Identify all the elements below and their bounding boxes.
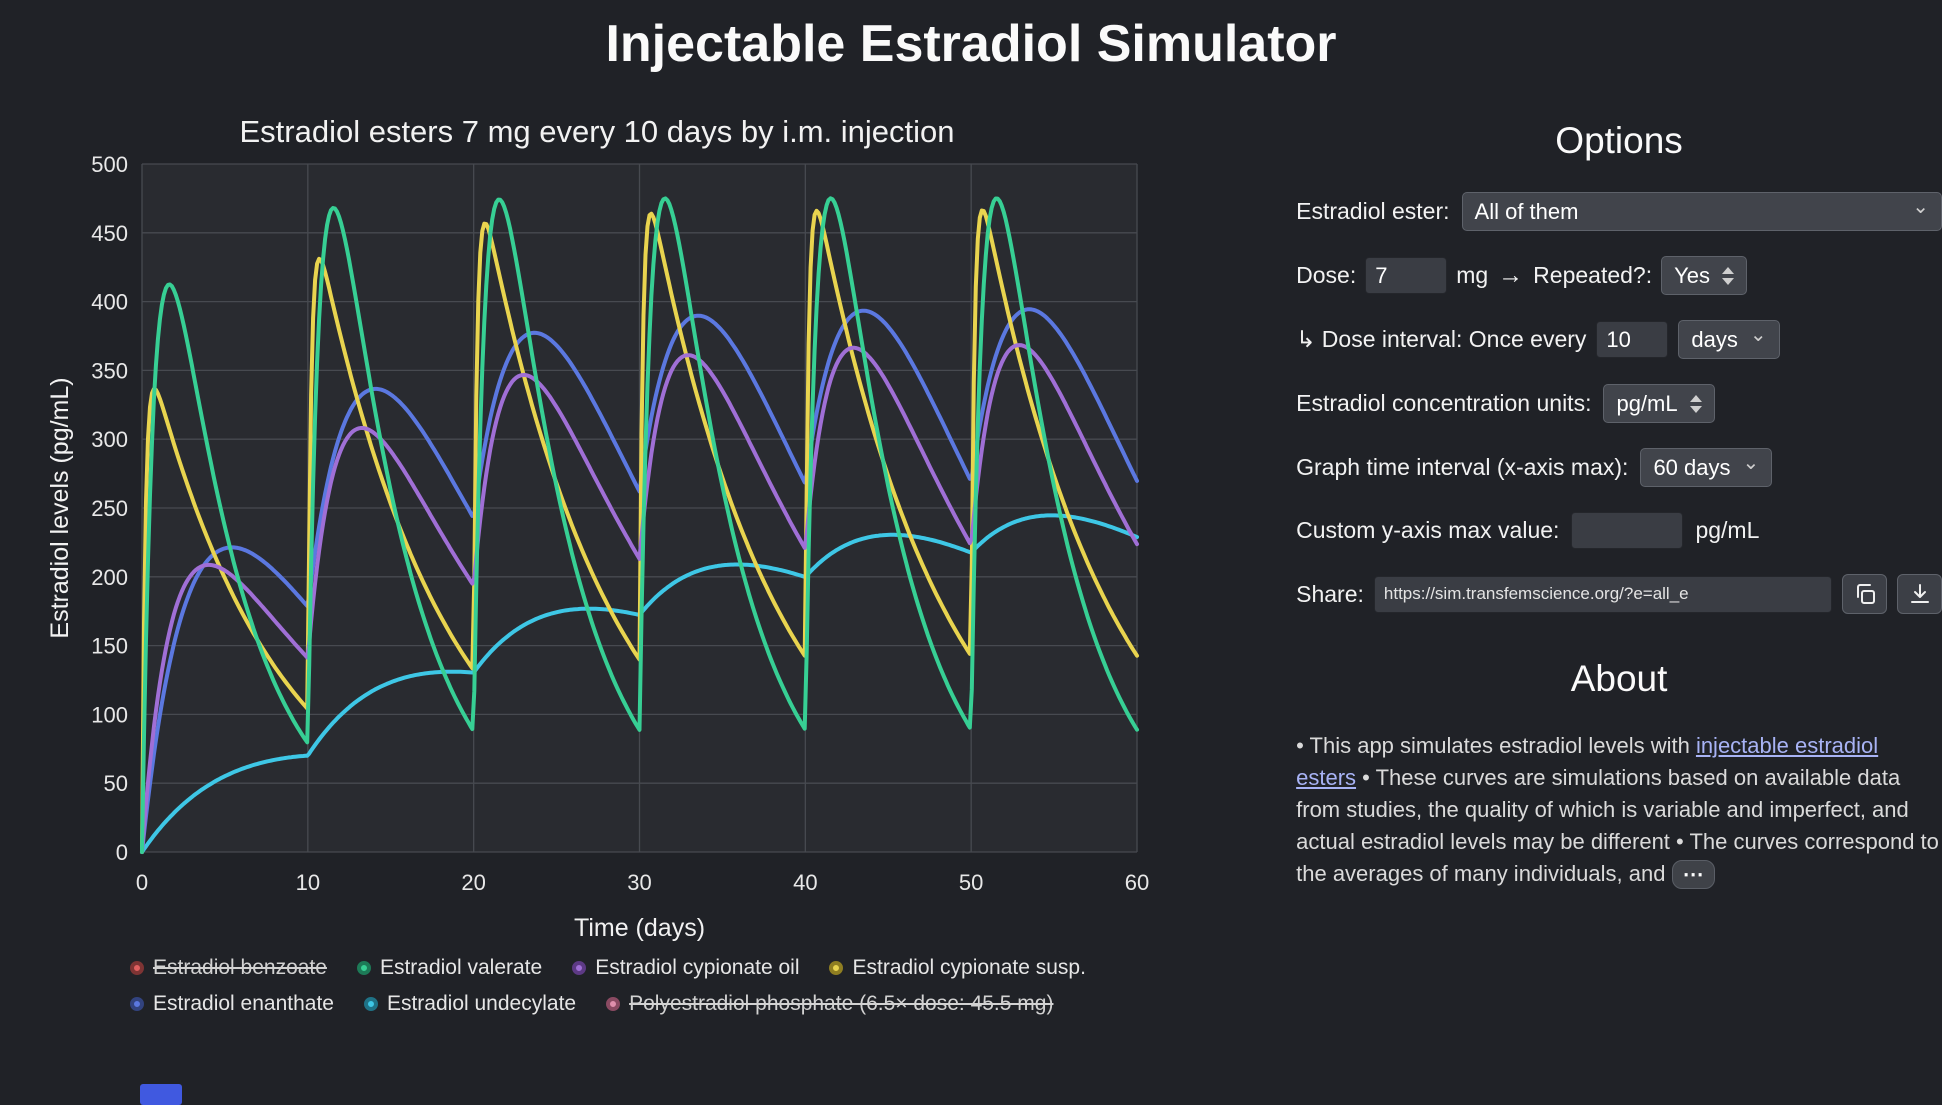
svg-text:0: 0: [136, 870, 148, 895]
share-row: Share:: [1296, 574, 1942, 614]
dose-interval-label: ↳ Dose interval: Once every: [1296, 326, 1587, 352]
series-color-dot: [130, 997, 144, 1011]
svg-text:200: 200: [91, 565, 128, 590]
svg-text:500: 500: [91, 152, 128, 177]
options-heading: Options: [1555, 120, 1683, 161]
legend-label: Estradiol undecylate: [386, 992, 577, 1015]
dose-unit-label: mg: [1456, 262, 1489, 288]
legend-item[interactable]: Estradiol cypionate susp.: [829, 956, 1086, 980]
legend-item[interactable]: Polyestradiol phosphate (6.5× dose: 45.5…: [606, 992, 1053, 1016]
partial-blue-element: [140, 1084, 182, 1105]
svg-text:300: 300: [91, 427, 128, 452]
graph-interval-label: Graph time interval (x-axis max):: [1296, 454, 1629, 480]
repeated-select[interactable]: Yes: [1661, 256, 1747, 295]
esters-link[interactable]: injectable estradiol esters: [1296, 733, 1879, 790]
custom-y-input[interactable]: [1571, 512, 1684, 549]
chart-section: Estradiol esters 7 mg every 10 days by i…: [42, 80, 1218, 1028]
svg-text:250: 250: [91, 496, 128, 521]
legend-label: Estradiol valerate: [379, 956, 543, 979]
units-select[interactable]: pg/mL: [1603, 384, 1715, 423]
series-color-dot: [130, 961, 144, 975]
svg-text:150: 150: [91, 634, 128, 659]
ester-row: Estradiol ester: All of them ⌄: [1296, 192, 1942, 231]
download-icon: [1910, 584, 1929, 603]
chevron-down-icon: ⌄: [1742, 451, 1760, 474]
units-select-value: pg/mL: [1616, 390, 1678, 416]
svg-text:350: 350: [91, 358, 128, 383]
dose-input[interactable]: [1365, 257, 1448, 294]
chevron-down-icon: ⌄: [1912, 195, 1929, 218]
chart-title: Estradiol esters 7 mg every 10 days by i…: [239, 114, 955, 149]
interval-unit-select[interactable]: days ⌄: [1678, 320, 1780, 359]
legend-label: Estradiol enanthate: [153, 992, 334, 1015]
legend-item[interactable]: Estradiol valerate: [356, 956, 543, 980]
ester-select-value: All of them: [1474, 198, 1579, 224]
legend-item[interactable]: Estradiol benzoate: [130, 956, 327, 980]
expand-about-button[interactable]: ⋯: [1671, 860, 1715, 890]
about-heading: About: [1570, 658, 1668, 699]
legend-label: Estradiol benzoate: [153, 956, 327, 979]
svg-text:Time (days): Time (days): [574, 914, 705, 942]
graph-interval-row: Graph time interval (x-axis max): 60 day…: [1296, 448, 1942, 487]
series-color-dot: [606, 997, 621, 1011]
graph-interval-select[interactable]: 60 days ⌄: [1640, 448, 1773, 487]
svg-text:400: 400: [91, 290, 128, 315]
series-color-dot: [363, 997, 378, 1011]
legend-item[interactable]: Estradiol undecylate: [363, 992, 577, 1016]
units-label: Estradiol concentration units:: [1296, 390, 1592, 416]
legend-item[interactable]: Estradiol enanthate: [130, 992, 334, 1016]
svg-text:60: 60: [1125, 870, 1149, 895]
svg-text:50: 50: [104, 771, 128, 796]
right-arrow-icon: →: [1498, 261, 1524, 289]
main-content: Estradiol esters 7 mg every 10 days by i…: [0, 80, 1942, 1028]
svg-text:40: 40: [793, 870, 817, 895]
series-color-dot: [356, 961, 371, 975]
custom-y-row: Custom y-axis max value: pg/mL: [1296, 512, 1942, 549]
about-text-before-link: • This app simulates estradiol levels wi…: [1296, 733, 1696, 758]
share-label: Share:: [1296, 580, 1364, 607]
legend-item[interactable]: Estradiol cypionate oil: [572, 956, 799, 980]
about-text: • This app simulates estradiol levels wi…: [1296, 730, 1942, 890]
svg-text:20: 20: [461, 870, 485, 895]
svg-text:30: 30: [627, 870, 651, 895]
custom-y-unit-label: pg/mL: [1695, 517, 1760, 543]
series-color-dot: [572, 961, 587, 975]
legend-label: Estradiol cypionate oil: [595, 956, 800, 979]
interval-unit-value: days: [1691, 326, 1738, 352]
svg-text:Estradiol levels (pg/mL): Estradiol levels (pg/mL): [46, 377, 74, 638]
ester-label: Estradiol ester:: [1296, 198, 1450, 224]
svg-text:10: 10: [296, 870, 320, 895]
chart-legend: Estradiol benzoate Estradiol valerate Estr…: [130, 956, 1218, 1016]
svg-text:50: 50: [959, 870, 983, 895]
page-title: Injectable Estradiol Simulator: [605, 15, 1337, 73]
repeated-select-value: Yes: [1674, 262, 1710, 288]
options-panel: Options Estradiol ester: All of them ⌄ D…: [1296, 80, 1942, 1028]
svg-text:0: 0: [116, 840, 128, 865]
chart-canvas[interactable]: 0 50 100 150 200 250 300 350 400 450 500 0 10 20 30 40 5…: [42, 152, 1152, 952]
legend-row: Estradiol enanthate Estradiol undecylate P…: [130, 992, 1218, 1016]
legend-label: Estradiol cypionate susp.: [852, 956, 1086, 979]
share-url-input[interactable]: [1373, 575, 1832, 613]
graph-interval-value: 60 days: [1653, 454, 1731, 480]
ester-select[interactable]: All of them ⌄: [1461, 192, 1942, 231]
repeated-label: Repeated?:: [1533, 262, 1653, 288]
svg-text:100: 100: [91, 702, 128, 727]
dose-row: Dose: mg → Repeated?: Yes: [1296, 256, 1942, 295]
dose-label: Dose:: [1296, 262, 1357, 288]
copy-icon: [1856, 584, 1875, 604]
legend-row: Estradiol benzoate Estradiol valerate Estr…: [130, 956, 1218, 980]
download-image-button[interactable]: [1897, 574, 1942, 614]
copy-link-button[interactable]: [1842, 574, 1887, 614]
legend-label: Polyestradiol phosphate (6.5× dose: 45.5…: [629, 992, 1054, 1015]
svg-text:450: 450: [91, 221, 128, 246]
about-text-after-link: • These curves are simulations based on …: [1296, 764, 1939, 886]
up-down-arrows-icon: [1722, 266, 1734, 285]
custom-y-label: Custom y-axis max value:: [1296, 517, 1560, 543]
dose-interval-row: ↳ Dose interval: Once every days ⌄: [1296, 320, 1942, 359]
units-row: Estradiol concentration units: pg/mL: [1296, 384, 1942, 423]
up-down-arrows-icon: [1689, 394, 1702, 413]
series-color-dot: [829, 961, 844, 975]
chevron-down-icon: ⌄: [1749, 323, 1767, 346]
dose-interval-input[interactable]: [1596, 321, 1669, 358]
